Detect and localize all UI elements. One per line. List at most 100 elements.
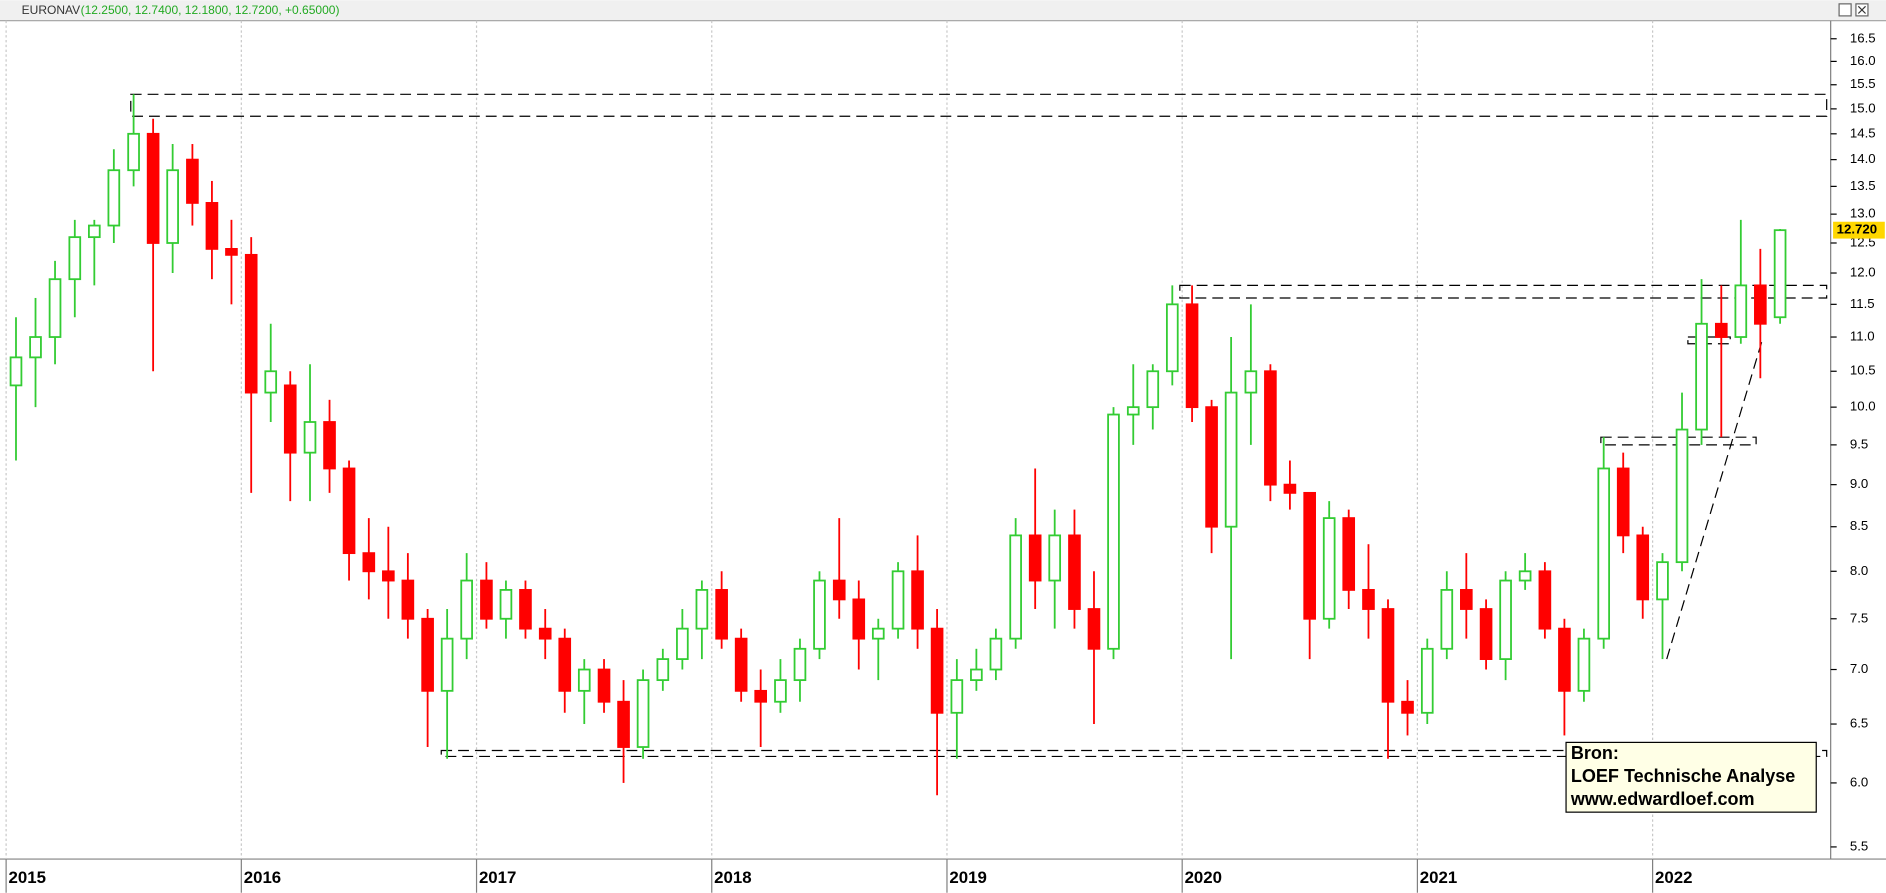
candle-body: [656, 658, 670, 682]
candle-body: [577, 668, 591, 692]
candle-body: [636, 679, 650, 748]
candle-body: [832, 579, 846, 601]
grid: [5, 20, 1654, 860]
candle-body: [1754, 284, 1767, 325]
candles: [9, 94, 1787, 796]
candle-body: [970, 668, 983, 682]
candle-body: [989, 637, 1003, 671]
y-tick-label: 7.5: [1850, 610, 1868, 625]
x-tick-label: 2015: [9, 868, 46, 887]
candle-body: [1538, 570, 1552, 630]
candle-body: [793, 647, 807, 682]
resistance-box: [1687, 336, 1731, 345]
x-tick-label: 2017: [479, 868, 516, 887]
axes: 5.5 6.0 6.5 7.0 7.5 8.0 8.5 9.0 9.5 10.0 10.5 11.0 1…: [5, 30, 1885, 893]
y-tick-label: 8.5: [1850, 518, 1868, 533]
candle-body: [1205, 406, 1218, 528]
candle-body: [597, 668, 611, 703]
source-line: www.edwardloef.com: [1570, 789, 1755, 809]
candle-body: [1636, 534, 1650, 601]
candle-body: [29, 336, 42, 359]
candle-body: [1773, 229, 1787, 319]
y-tick-label: 16.0: [1850, 53, 1876, 68]
y-tick-label: 13.5: [1850, 178, 1876, 193]
y-tick-label: 9.5: [1850, 436, 1868, 451]
candle-body: [891, 570, 905, 630]
candle-body: [1577, 637, 1591, 692]
y-tick-label: 10.0: [1850, 399, 1876, 414]
candle-body: [676, 627, 689, 660]
candle-body: [440, 637, 454, 692]
candle-body: [1714, 322, 1728, 338]
candle-body: [734, 637, 748, 692]
resistance-box: [130, 93, 1828, 117]
y-tick-label: 10.5: [1850, 363, 1876, 378]
candle-body: [1518, 570, 1532, 582]
resistance-box: [440, 749, 1828, 758]
candle-body: [499, 589, 513, 620]
candle-body: [127, 132, 140, 172]
y-tick-label: 11.0: [1850, 329, 1875, 344]
candle-body: [1734, 284, 1748, 338]
candle-body: [362, 552, 376, 573]
candle-body: [1656, 561, 1669, 601]
candle-body: [1224, 391, 1238, 528]
candle-body: [852, 598, 866, 640]
candle-body: [1048, 534, 1062, 582]
candle-body: [186, 158, 199, 204]
ohlc-values: (12.2500, 12.7400, 12.1800, 12.7200, +0.…: [81, 3, 340, 17]
candle-body: [1460, 589, 1473, 610]
candle-body: [205, 202, 219, 250]
y-tick-label: 14.5: [1850, 125, 1876, 140]
candle-body: [1616, 467, 1630, 537]
y-tick-label: 6.0: [1850, 774, 1868, 789]
y-tick-label: 7.0: [1850, 661, 1868, 676]
trendline: [1666, 336, 1764, 660]
candle-body: [1264, 370, 1277, 486]
candle-body: [1009, 534, 1022, 640]
candle-body: [303, 421, 317, 454]
candle-body: [1675, 428, 1689, 564]
candle-body: [1185, 303, 1199, 409]
candle-body: [1068, 534, 1081, 610]
candle-body: [323, 421, 336, 470]
candle-body: [166, 169, 179, 244]
candle-body: [1597, 467, 1611, 640]
candle-body: [1244, 370, 1258, 394]
y-tick-label: 14.0: [1850, 151, 1876, 166]
candle-body: [68, 236, 82, 281]
candle-body: [421, 617, 434, 692]
candle-body: [1558, 627, 1571, 692]
source-line: Bron:: [1571, 743, 1619, 763]
x-tick-label: 2022: [1655, 868, 1692, 887]
x-tick-label: 2019: [949, 868, 986, 887]
y-tick-label: 15.5: [1850, 76, 1876, 91]
candle-body: [88, 224, 101, 239]
candle-body: [1322, 517, 1336, 620]
close-icon: [1857, 5, 1866, 14]
y-tick-label: 8.0: [1850, 563, 1868, 578]
y-tick-label: 12.0: [1850, 265, 1876, 280]
candle-body: [283, 384, 297, 454]
restore-button[interactable]: [1838, 3, 1852, 17]
candle-body: [244, 253, 258, 394]
symbol-name: EURONAV: [22, 3, 81, 17]
candle-body: [1695, 322, 1708, 431]
candle-body: [382, 570, 395, 582]
candle-body: [1342, 517, 1356, 591]
candle-body: [911, 570, 924, 630]
candle-body: [871, 627, 885, 640]
candle-body: [1440, 589, 1454, 650]
candle-body: [813, 579, 826, 650]
candle-body: [1479, 608, 1493, 660]
candle-body: [9, 356, 23, 387]
candle-body: [107, 169, 121, 227]
y-tick-label: 16.5: [1850, 30, 1876, 45]
candle-body: [754, 689, 767, 703]
candle-body: [225, 248, 238, 256]
x-tick-label: 2016: [244, 868, 281, 887]
candle-body: [930, 627, 944, 714]
candle-body: [1420, 647, 1434, 714]
candle-body: [460, 579, 473, 640]
candle-body: [1303, 491, 1316, 620]
